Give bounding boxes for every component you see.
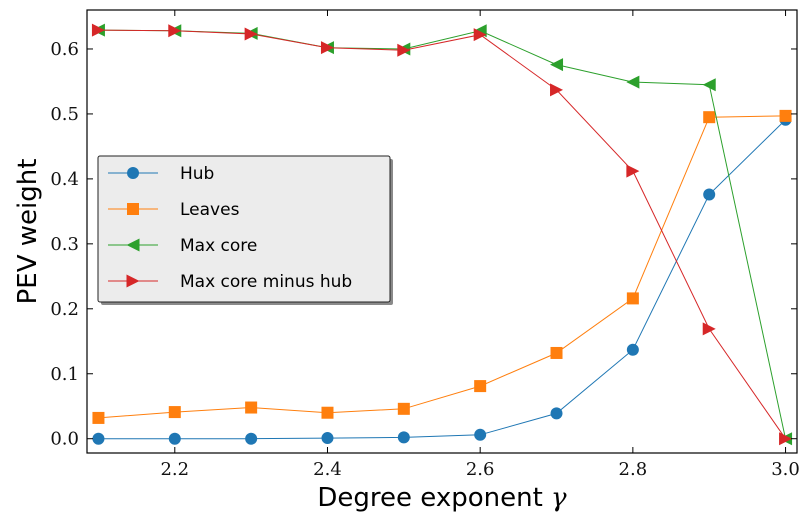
legend-marker: [126, 238, 140, 252]
series-hub: [92, 113, 792, 445]
data-point: [550, 58, 564, 72]
data-point: [168, 406, 181, 419]
y-tick-label: 0.2: [50, 299, 79, 320]
legend-label: Max core: [180, 236, 257, 256]
x-tick-label: 2.4: [313, 459, 342, 480]
series-leaves: [92, 109, 792, 424]
y-axis-title: PEV weight: [13, 159, 43, 305]
y-tick-label: 0.0: [50, 429, 79, 450]
x-tick-label: 3.0: [771, 459, 800, 480]
data-point: [626, 164, 640, 178]
series-line: [98, 119, 786, 440]
data-point: [92, 411, 105, 424]
legend-box: [97, 155, 391, 303]
data-point: [321, 406, 334, 419]
series-line: [98, 29, 786, 439]
data-point: [474, 428, 487, 441]
data-point: [473, 28, 487, 42]
data-point: [779, 432, 793, 446]
data-point: [397, 43, 411, 57]
y-tick-label: 0.3: [50, 234, 79, 255]
data-point: [397, 402, 410, 415]
data-point: [244, 27, 258, 41]
data-point: [550, 346, 563, 359]
plot-frame: [86, 9, 798, 454]
x-axis-title-symbol: γ: [551, 483, 567, 513]
legend-marker: [127, 167, 139, 179]
data-point: [245, 401, 258, 414]
x-tick-label: 2.6: [466, 459, 495, 480]
x-axis-title-text: Degree exponent: [317, 483, 551, 513]
data-point: [702, 322, 716, 336]
data-point: [168, 432, 181, 445]
legend-label: Leaves: [180, 200, 240, 220]
y-tick-label: 0.4: [50, 169, 79, 190]
data-point: [702, 78, 716, 92]
y-tick-label: 0.6: [50, 39, 79, 60]
data-point: [550, 83, 564, 97]
data-point: [91, 23, 105, 37]
legend-marker: [127, 203, 139, 215]
data-point: [321, 432, 334, 445]
series-line: [98, 115, 786, 419]
data-point: [474, 380, 487, 393]
data-point: [626, 75, 640, 89]
legend-marker: [126, 274, 140, 288]
data-point: [550, 407, 563, 420]
x-tick-label: 2.2: [160, 459, 189, 480]
legend: Hub Leaves Max core Max core minus hub: [97, 155, 393, 305]
data-point: [397, 431, 410, 444]
data-point: [703, 111, 716, 124]
data-point: [703, 188, 716, 201]
data-point: [779, 109, 792, 122]
data-point: [245, 432, 258, 445]
legend-label: Hub: [180, 164, 214, 184]
data-point: [320, 41, 334, 55]
data-point: [626, 292, 639, 305]
data-point: [168, 24, 182, 38]
data-point: [626, 343, 639, 356]
y-tick-label: 0.5: [50, 104, 79, 125]
series-max-core-minus-hub: [91, 23, 793, 446]
x-tick-label: 2.8: [619, 459, 648, 480]
legend-label: Max core minus hub: [180, 272, 352, 292]
y-tick-label: 0.1: [50, 364, 79, 385]
x-axis-title: Degree exponent γ: [317, 483, 567, 513]
data-point: [92, 432, 105, 445]
